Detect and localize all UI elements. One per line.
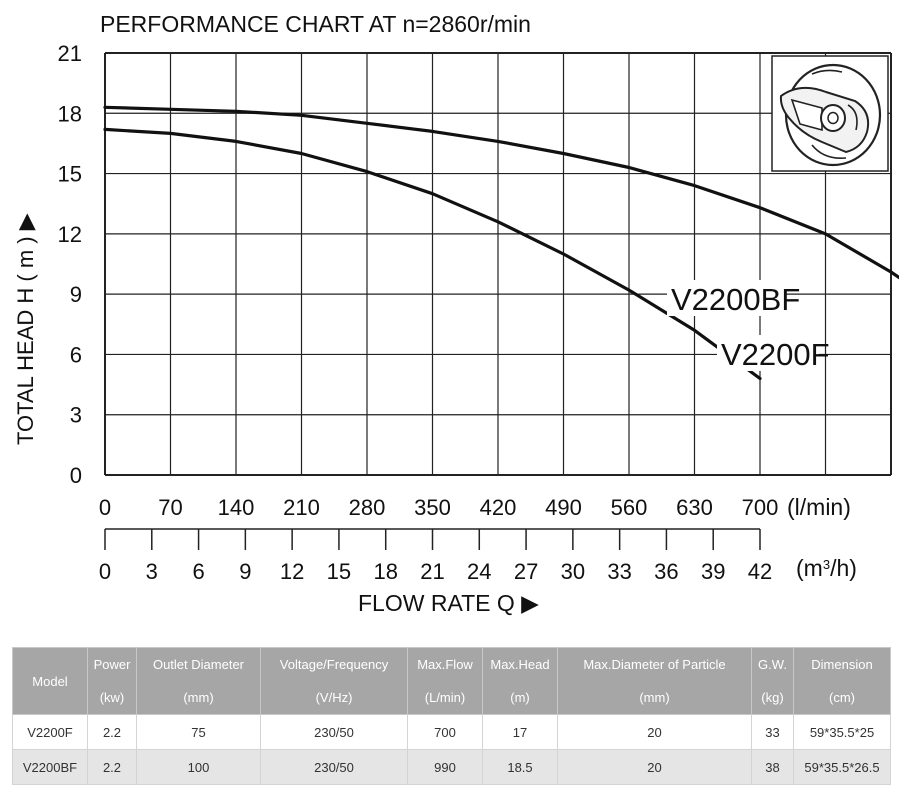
- x-axis-unit-m3h: (m3/h): [796, 555, 857, 581]
- header-outlet-diameter: Outlet Diameter (mm): [136, 647, 261, 715]
- x-axis-scale-bar: [104, 528, 761, 550]
- table-cell: 75: [136, 714, 261, 750]
- y-axis-label: TOTAL HEAD H ( m ) ▶: [13, 213, 38, 445]
- table-cell: 17: [482, 714, 558, 750]
- table-row: V2200BF 2.2 100 230/50 990 18.5 20 38 59…: [12, 749, 891, 785]
- series-label-v2200f: V2200F: [721, 337, 830, 372]
- y-tick-label: 18: [58, 101, 82, 126]
- x-axis-ticks-m3h: 0 3 6 9 12 15 18 21 24 27 30 33 36 39 42: [99, 559, 772, 584]
- chart-title: PERFORMANCE CHART AT n=2860r/min: [100, 11, 531, 37]
- y-tick-label: 9: [70, 282, 82, 307]
- series-line-v2200bf: [103, 105, 899, 280]
- table-cell: 230/50: [260, 749, 408, 785]
- table-cell: 2.2: [87, 749, 137, 785]
- x-tick-label-m3h: 42: [748, 559, 772, 584]
- x-tick-label-lmin: 210: [283, 495, 320, 520]
- spec-table: Model Power (kw) Outlet Diameter (mm) Volt…: [12, 647, 891, 785]
- x-tick-label-lmin: 700: [742, 495, 779, 520]
- header-power: Power (kw): [87, 647, 137, 715]
- x-tick-label-m3h: 0: [99, 559, 111, 584]
- x-tick-label-m3h: 15: [327, 559, 351, 584]
- series-line-v2200f: [103, 127, 762, 381]
- header-max-flow: Max.Flow (L/min): [407, 647, 483, 715]
- x-tick-label-m3h: 12: [280, 559, 304, 584]
- table-cell: 700: [407, 714, 483, 750]
- table-cell: V2200F: [12, 714, 88, 750]
- table-cell: 20: [557, 714, 752, 750]
- table-row: V2200F 2.2 75 230/50 700 17 20 33 59*35.…: [12, 714, 891, 750]
- x-tick-label-lmin: 0: [99, 495, 111, 520]
- table-cell: 20: [557, 749, 752, 785]
- table-cell: 100: [136, 749, 261, 785]
- header-max-head: Max.Head (m): [482, 647, 558, 715]
- table-cell: 230/50: [260, 714, 408, 750]
- y-tick-label: 0: [70, 463, 82, 488]
- y-axis-ticks: 0 3 6 9 12 15 18 21: [58, 41, 82, 488]
- x-tick-label-m3h: 33: [607, 559, 631, 584]
- y-tick-label: 12: [58, 222, 82, 247]
- y-tick-label: 21: [58, 41, 82, 66]
- x-tick-label-lmin: 490: [545, 495, 582, 520]
- x-tick-label-m3h: 6: [192, 559, 204, 584]
- series-labels: V2200BF V2200F: [667, 280, 830, 372]
- x-tick-label-lmin: 420: [480, 495, 517, 520]
- y-tick-label: 3: [70, 403, 82, 428]
- x-tick-label-m3h: 9: [239, 559, 251, 584]
- x-tick-label-lmin: 630: [676, 495, 713, 520]
- header-gross-weight: G.W. (kg): [751, 647, 794, 715]
- table-cell: 18.5: [482, 749, 558, 785]
- x-axis-label: FLOW RATE Q ▶: [358, 590, 539, 616]
- y-tick-label: 15: [58, 162, 82, 187]
- table-cell: 59*35.5*25: [793, 714, 891, 750]
- table-cell: 990: [407, 749, 483, 785]
- table-cell: 38: [751, 749, 794, 785]
- header-model: Model: [12, 647, 88, 715]
- x-tick-label-lmin: 70: [158, 495, 182, 520]
- x-tick-label-lmin: 350: [414, 495, 451, 520]
- performance-chart: PERFORMANCE CHART AT n=2860r/min 0369121…: [13, 11, 899, 616]
- series-label-v2200bf: V2200BF: [671, 282, 800, 317]
- x-tick-label-m3h: 27: [514, 559, 538, 584]
- header-max-particle-diameter: Max.Diameter of Particle (mm): [557, 647, 752, 715]
- x-tick-label-m3h: 3: [146, 559, 158, 584]
- y-tick-label: 6: [70, 342, 82, 367]
- x-tick-label-m3h: 39: [701, 559, 725, 584]
- series-label-bg: [667, 280, 786, 316]
- table-cell: 59*35.5*26.5: [793, 749, 891, 785]
- x-tick-label-m3h: 24: [467, 559, 491, 584]
- x-tick-label-lmin: 280: [349, 495, 386, 520]
- table-cell: V2200BF: [12, 749, 88, 785]
- x-tick-label-m3h: 30: [561, 559, 585, 584]
- table-cell: 33: [751, 714, 794, 750]
- x-axis-ticks-lmin: 0 70 140 210 280 350 420 490 560 630 700: [99, 495, 778, 520]
- header-dimension: Dimension (cm): [793, 647, 891, 715]
- x-tick-label-lmin: 560: [611, 495, 648, 520]
- x-tick-label-m3h: 21: [420, 559, 444, 584]
- x-tick-label-m3h: 36: [654, 559, 678, 584]
- series-label-bg: [717, 335, 819, 371]
- table-cell: 2.2: [87, 714, 137, 750]
- header-voltage-frequency: Voltage/Frequency (V/Hz): [260, 647, 408, 715]
- pump-impeller-icon: [771, 55, 889, 172]
- table-header-row: Model Power (kw) Outlet Diameter (mm) Volt…: [12, 647, 891, 715]
- chart-curves: [103, 105, 899, 381]
- x-tick-label-m3h: 18: [373, 559, 397, 584]
- x-tick-label-lmin: 140: [218, 495, 255, 520]
- x-axis-unit-lmin: (l/min): [787, 494, 851, 520]
